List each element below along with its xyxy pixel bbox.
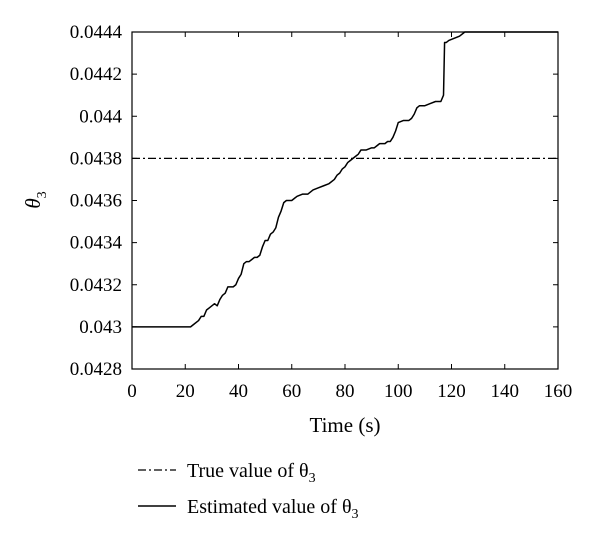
y-axis-label: θ3 bbox=[21, 191, 50, 208]
x-tick-label: 60 bbox=[282, 381, 301, 402]
legend-label-true-value-subscript: 3 bbox=[309, 471, 316, 486]
y-tick-label: 0.0436 bbox=[70, 191, 122, 212]
x-tick-label: 80 bbox=[336, 381, 355, 402]
y-axis-label-subscript: 3 bbox=[35, 191, 50, 198]
x-tick-label: 40 bbox=[229, 381, 248, 402]
legend-label-true-value-text: True value of θ bbox=[187, 460, 309, 482]
y-tick-label: 0.044 bbox=[79, 106, 122, 127]
series-line-estimated-value bbox=[132, 31, 558, 328]
y-tick-label: 0.0438 bbox=[70, 148, 122, 169]
y-tick-label: 0.0442 bbox=[70, 64, 122, 85]
x-tick-label: 20 bbox=[176, 381, 195, 402]
legend-label-estimated-value-text: Estimated value of θ bbox=[187, 496, 352, 518]
x-tick-label: 140 bbox=[491, 381, 520, 402]
plot-frame bbox=[131, 31, 559, 370]
y-tick-label: 0.0428 bbox=[70, 359, 122, 380]
y-tick-label: 0.0444 bbox=[70, 22, 123, 43]
svg-text:θ3: θ3 bbox=[21, 191, 50, 208]
x-tick-label: 100 bbox=[384, 381, 413, 402]
legend: True value of θ3 Estimated value of θ3 bbox=[138, 460, 359, 522]
x-tick-label: 120 bbox=[437, 381, 466, 402]
legend-label-estimated-value-subscript: 3 bbox=[352, 507, 359, 522]
axis-ticks: 0 20 40 60 80 100 120 140 160 0.0428 0.043 0.0432 0.… bbox=[70, 22, 573, 402]
legend-label-estimated-value: Estimated value of θ3 bbox=[187, 496, 359, 522]
y-axis-label-symbol: θ bbox=[21, 198, 45, 208]
x-axis-label: Time (s) bbox=[310, 413, 381, 437]
x-tick-label: 160 bbox=[544, 381, 573, 402]
y-tick-label: 0.0434 bbox=[70, 233, 123, 254]
legend-label-true-value: True value of θ3 bbox=[187, 460, 316, 486]
y-tick-label: 0.043 bbox=[79, 317, 122, 338]
y-tick-label: 0.0432 bbox=[70, 275, 122, 296]
plot-area bbox=[131, 31, 559, 370]
x-tick-label: 0 bbox=[127, 381, 137, 402]
